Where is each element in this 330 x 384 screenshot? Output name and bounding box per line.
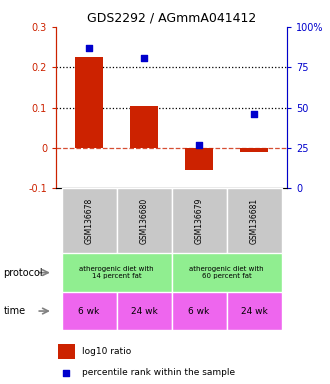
Bar [116, 292, 172, 330]
Bar [75, 57, 103, 148]
Text: 24 wk: 24 wk [131, 306, 157, 316]
Point [86, 45, 92, 51]
Bar [172, 188, 227, 253]
Bar [227, 188, 281, 253]
Bar [62, 292, 116, 330]
Point [251, 111, 257, 117]
Text: GSM136678: GSM136678 [84, 198, 94, 244]
Point [196, 142, 202, 148]
Point [64, 370, 69, 376]
Bar [116, 188, 172, 253]
Text: GSM136680: GSM136680 [140, 198, 148, 244]
Bar [185, 148, 213, 170]
Bar [62, 253, 172, 292]
Bar [130, 106, 158, 148]
Text: 6 wk: 6 wk [188, 306, 210, 316]
Text: atherogenic diet with
14 percent fat: atherogenic diet with 14 percent fat [79, 266, 154, 279]
Bar [227, 292, 281, 330]
Bar [240, 148, 268, 152]
Text: time: time [3, 306, 25, 316]
Text: atherogenic diet with
60 percent fat: atherogenic diet with 60 percent fat [189, 266, 264, 279]
Point [142, 55, 147, 61]
Bar [172, 253, 281, 292]
Bar [172, 292, 227, 330]
Text: 6 wk: 6 wk [79, 306, 100, 316]
Bar [58, 344, 75, 359]
Text: GSM136679: GSM136679 [195, 198, 204, 244]
Text: protocol: protocol [3, 268, 43, 278]
Text: 24 wk: 24 wk [241, 306, 268, 316]
Text: log10 ratio: log10 ratio [82, 347, 131, 356]
Bar [62, 188, 116, 253]
Text: GSM136681: GSM136681 [249, 198, 259, 244]
Title: GDS2292 / AGmmA041412: GDS2292 / AGmmA041412 [87, 11, 256, 24]
Text: percentile rank within the sample: percentile rank within the sample [82, 368, 235, 377]
